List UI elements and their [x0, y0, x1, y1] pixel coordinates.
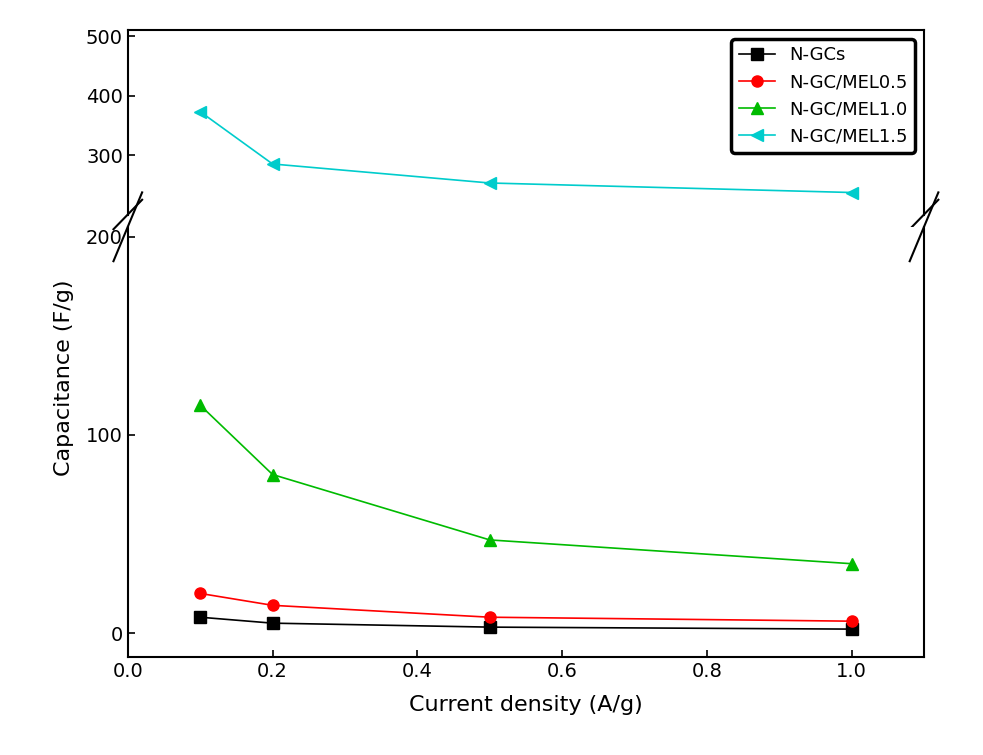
N-GC/MEL0.5 [484, 613, 495, 622]
N-GC/MEL0.5 [195, 589, 206, 598]
Line: N-GC/MEL0.5: N-GC/MEL0.5 [195, 316, 857, 335]
N-GC/MEL1.0 [266, 470, 278, 479]
Line: N-GC/MEL0.5: N-GC/MEL0.5 [195, 588, 857, 627]
Legend: N-GCs, N-GC/MEL0.5, N-GC/MEL1.0, N-GC/MEL1.5: N-GCs, N-GC/MEL0.5, N-GC/MEL1.0, N-GC/ME… [731, 39, 915, 153]
N-GC/MEL1.5 [484, 127, 495, 136]
N-GCs [845, 624, 857, 633]
X-axis label: Current density (A/g): Current density (A/g) [409, 695, 643, 714]
Line: N-GC/MEL1.0: N-GC/MEL1.0 [194, 399, 858, 570]
N-GC/MEL0.5 [195, 317, 206, 326]
N-GC/MEL0.5 [845, 325, 857, 334]
N-GC/MEL1.0 [845, 559, 857, 569]
N-GC/MEL0.5 [266, 601, 278, 610]
N-GCs [484, 327, 495, 336]
N-GC/MEL1.0 [266, 282, 278, 291]
N-GCs [195, 613, 206, 622]
Text: Capacitance (F/g): Capacitance (F/g) [54, 279, 74, 476]
N-GC/MEL1.5 [195, 107, 206, 116]
N-GCs [195, 324, 206, 333]
Line: N-GCs: N-GCs [195, 612, 857, 635]
N-GCs [845, 328, 857, 337]
Line: N-GCs: N-GCs [195, 323, 857, 337]
N-GC/MEL1.5 [845, 159, 857, 168]
N-GCs [266, 618, 278, 627]
N-GC/MEL1.0 [484, 535, 495, 544]
Line: N-GC/MEL1.5: N-GC/MEL1.5 [194, 0, 858, 170]
N-GC/MEL0.5 [845, 617, 857, 626]
N-GC/MEL1.5 [266, 159, 278, 168]
N-GC/MEL1.0 [195, 260, 206, 270]
N-GCs [266, 326, 278, 335]
N-GCs [484, 623, 495, 632]
N-GC/MEL1.0 [845, 308, 857, 317]
N-GC/MEL1.0 [484, 301, 495, 310]
Line: N-GC/MEL1.5: N-GC/MEL1.5 [194, 106, 858, 199]
N-GC/MEL1.5 [266, 63, 278, 72]
Line: N-GC/MEL1.0: N-GC/MEL1.0 [194, 259, 858, 319]
N-GC/MEL0.5 [484, 324, 495, 333]
N-GC/MEL1.5 [484, 178, 495, 187]
N-GC/MEL1.5 [845, 188, 857, 197]
N-GC/MEL0.5 [266, 321, 278, 330]
N-GC/MEL1.0 [195, 401, 206, 410]
